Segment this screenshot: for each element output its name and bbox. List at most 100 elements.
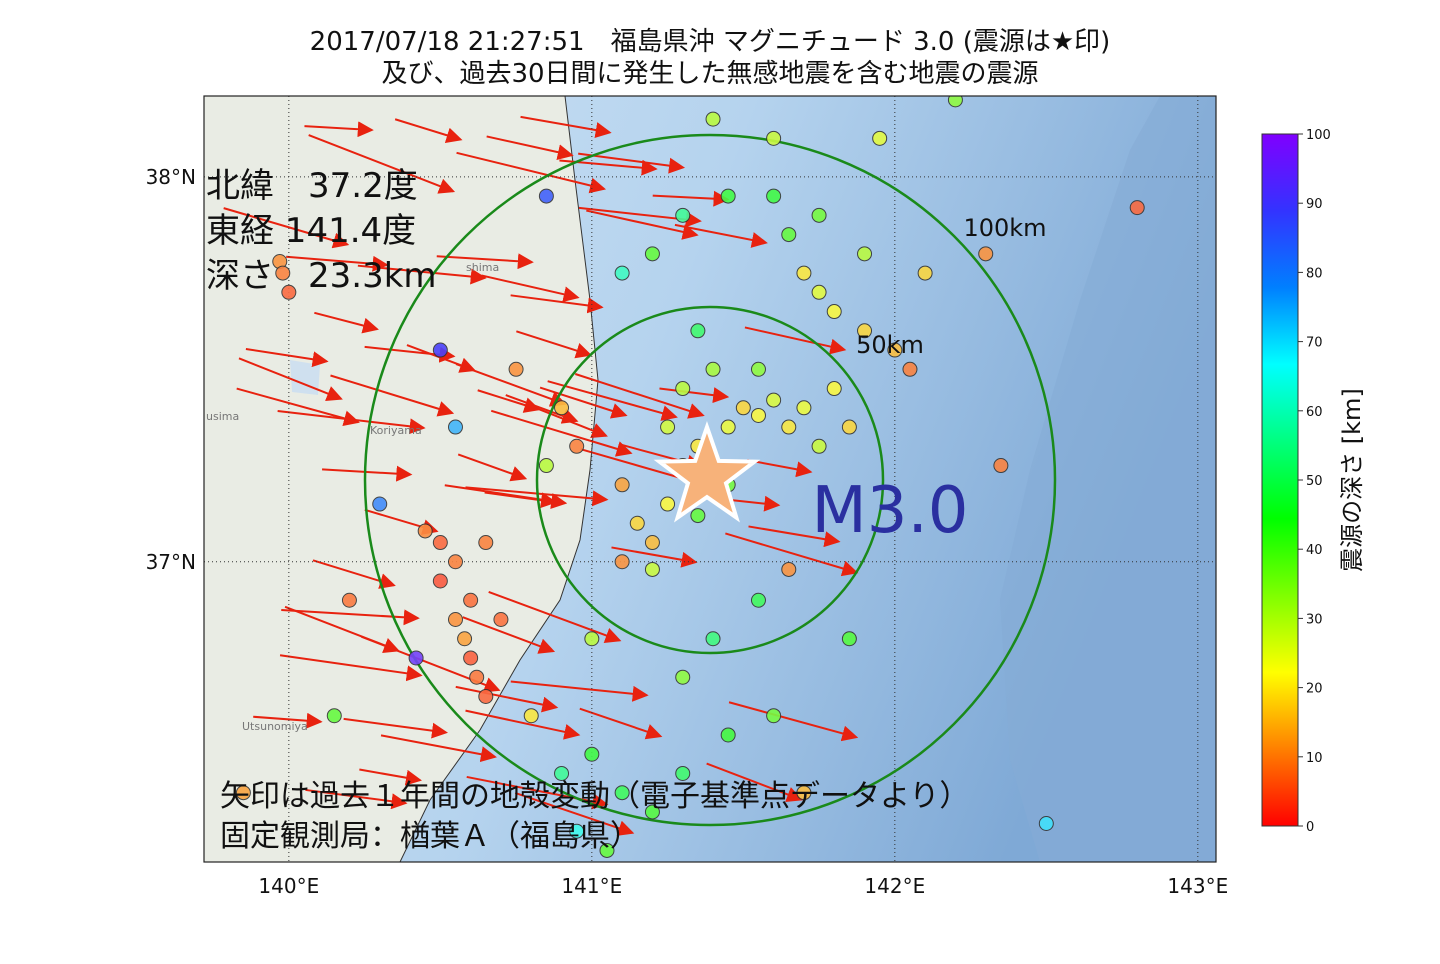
earthquake	[841, 419, 857, 435]
earthquake	[720, 419, 736, 435]
colorbar-tick-label: 60	[1306, 405, 1323, 420]
earthquake	[281, 284, 297, 300]
earthquake	[811, 207, 827, 223]
earthquake	[766, 708, 782, 724]
earthquake	[417, 523, 433, 539]
displacement-arrow	[308, 134, 456, 194]
displacement-arrow	[725, 532, 859, 577]
ring-100km	[363, 133, 1057, 827]
earthquake	[947, 96, 963, 108]
earthquake	[538, 188, 554, 204]
y-tick-label: 37°N	[146, 550, 196, 574]
displacement-arrow	[457, 453, 528, 482]
earthquake	[660, 496, 676, 512]
earthquake	[675, 669, 691, 685]
displacement-arrow	[578, 152, 686, 174]
displacement-arrow	[286, 255, 389, 272]
info-line: 深さ 23.3km	[206, 256, 437, 296]
earthquake	[675, 765, 691, 781]
earthquake	[463, 650, 479, 666]
earthquake	[1129, 200, 1145, 216]
earthquake	[841, 631, 857, 647]
earthquake	[508, 361, 524, 377]
displacement-arrow	[505, 394, 579, 424]
earthquake	[675, 381, 691, 397]
colorbar-tick-label: 50	[1306, 474, 1323, 489]
info-line: 東経 141.4度	[206, 211, 416, 251]
colorbar-tick-label: 0	[1306, 820, 1314, 835]
earthquake	[796, 265, 812, 281]
displacement-arrow	[586, 209, 699, 240]
displacement-arrow	[481, 274, 580, 303]
earthquake	[614, 785, 630, 801]
colorbar-tick-label: 10	[1306, 751, 1323, 766]
magnitude-label: M3.0	[812, 474, 969, 548]
displacement-arrow	[436, 253, 534, 270]
deep-sea	[1000, 96, 1216, 862]
displacement-arrow	[455, 363, 567, 407]
colorbar-tick-label: 70	[1306, 336, 1323, 351]
displacement-arrow	[747, 459, 813, 478]
place-label: usima	[206, 410, 239, 423]
earthquake	[750, 407, 766, 423]
earthquake	[1038, 816, 1054, 832]
displacement-arrow	[465, 486, 609, 507]
displacement-arrow	[490, 409, 633, 457]
earthquake	[432, 573, 448, 589]
epicenter-star	[653, 420, 761, 523]
earthquake	[705, 361, 721, 377]
displacement-arrow	[281, 608, 420, 626]
earthquake	[569, 823, 585, 839]
displacement-arrow	[520, 115, 612, 138]
displacement-arrow	[284, 605, 400, 653]
earthquake	[629, 515, 645, 531]
earthquake	[750, 592, 766, 608]
displacement-arrow	[652, 190, 730, 207]
displacement-arrow	[455, 685, 559, 713]
earthquake	[826, 304, 842, 320]
displacement-arrow	[462, 616, 556, 654]
displacement-arrow	[279, 654, 423, 682]
displacement-arrow	[510, 294, 604, 314]
colorbar-tick-label: 100	[1306, 128, 1331, 143]
earthquake	[690, 323, 706, 339]
earthquake	[493, 611, 509, 627]
earthquake	[326, 708, 342, 724]
displacement-arrow	[380, 734, 497, 763]
earthquake	[644, 535, 660, 551]
earthquake	[766, 188, 782, 204]
earthquake	[447, 554, 463, 570]
earthquake	[690, 508, 706, 524]
earthquake	[463, 592, 479, 608]
displacement-arrow	[486, 135, 574, 161]
earthquake	[554, 400, 570, 416]
earthquake	[796, 785, 812, 801]
displacement-arrow	[343, 717, 448, 739]
displacement-arrow	[488, 591, 622, 644]
earthquake	[275, 265, 291, 281]
info-line: 北緯 37.2度	[206, 166, 418, 206]
displacement-arrow	[477, 389, 541, 413]
displacement-arrow	[236, 387, 360, 427]
displacement-arrow	[728, 701, 859, 742]
earthquake	[978, 246, 994, 262]
place-label: Utsunomiya	[242, 720, 308, 733]
earthquake	[781, 561, 797, 577]
footer-line: 固定観測局：楢葉Ａ（福島県）	[220, 819, 640, 854]
displacement-arrow	[706, 762, 803, 803]
x-tick-label: 140°E	[258, 874, 319, 898]
earthquake	[372, 496, 388, 512]
earthquake	[478, 535, 494, 551]
earthquake	[781, 419, 797, 435]
displacement-arrow	[357, 264, 487, 285]
earthquake	[614, 477, 630, 493]
earthquake	[857, 246, 873, 262]
y-tick-label: 38°N	[146, 165, 196, 189]
colorbar-label: 震源の深さ [km]	[1338, 388, 1366, 572]
earthquake	[826, 381, 842, 397]
x-tick-label: 142°E	[864, 874, 925, 898]
displacement-arrow	[465, 709, 581, 740]
earthquake	[902, 361, 918, 377]
earthquake	[660, 419, 676, 435]
